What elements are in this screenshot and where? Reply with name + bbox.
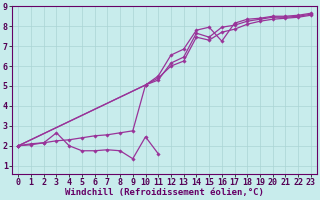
X-axis label: Windchill (Refroidissement éolien,°C): Windchill (Refroidissement éolien,°C) — [65, 188, 264, 197]
